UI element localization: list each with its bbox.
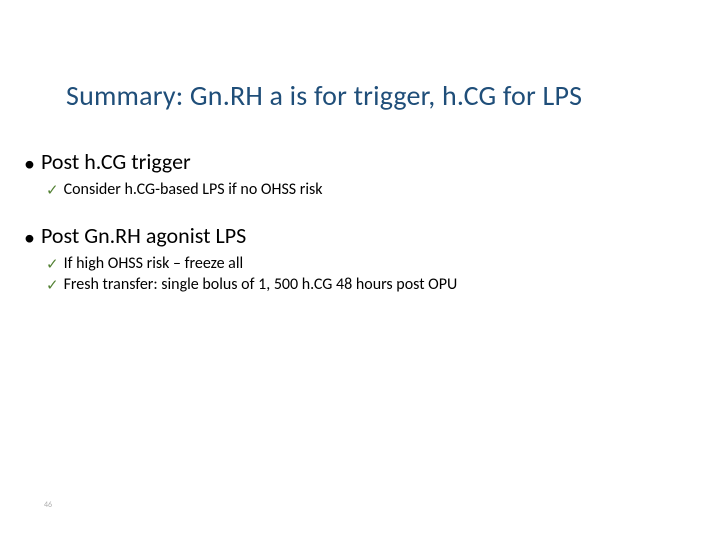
section-2-heading: Post Gn.RH agonist LPS bbox=[41, 222, 246, 249]
section-2: • Post Gn.RH agonist LPS bbox=[24, 222, 246, 249]
slide-title: Summary: Gn.RH a is for trigger, h.CG fo… bbox=[66, 78, 582, 113]
check-icon: ✓ bbox=[46, 255, 59, 274]
section-2-sub-1: ✓ If high OHSS risk – freeze all bbox=[46, 254, 243, 273]
section-1-heading: Post h.CG trigger bbox=[41, 148, 191, 175]
check-icon: ✓ bbox=[46, 276, 59, 295]
slide-container: Summary: Gn.RH a is for trigger, h.CG fo… bbox=[0, 0, 720, 540]
section-2-sub-2-text: Fresh transfer: single bolus of 1, 500 h… bbox=[64, 275, 458, 294]
section-1-sub-1-text: Consider h.CG-based LPS if no OHSS risk bbox=[64, 180, 323, 199]
section-1-sub-1: ✓ Consider h.CG-based LPS if no OHSS ris… bbox=[46, 180, 323, 199]
bullet-dot-icon: • bbox=[24, 153, 35, 175]
section-1: • Post h.CG trigger bbox=[24, 148, 191, 175]
page-number: 46 bbox=[44, 500, 52, 510]
section-2-sub-1-text: If high OHSS risk – freeze all bbox=[64, 254, 244, 273]
bullet-dot-icon: • bbox=[24, 227, 35, 249]
check-icon: ✓ bbox=[46, 181, 59, 200]
section-2-sub-2: ✓ Fresh transfer: single bolus of 1, 500… bbox=[46, 275, 457, 294]
